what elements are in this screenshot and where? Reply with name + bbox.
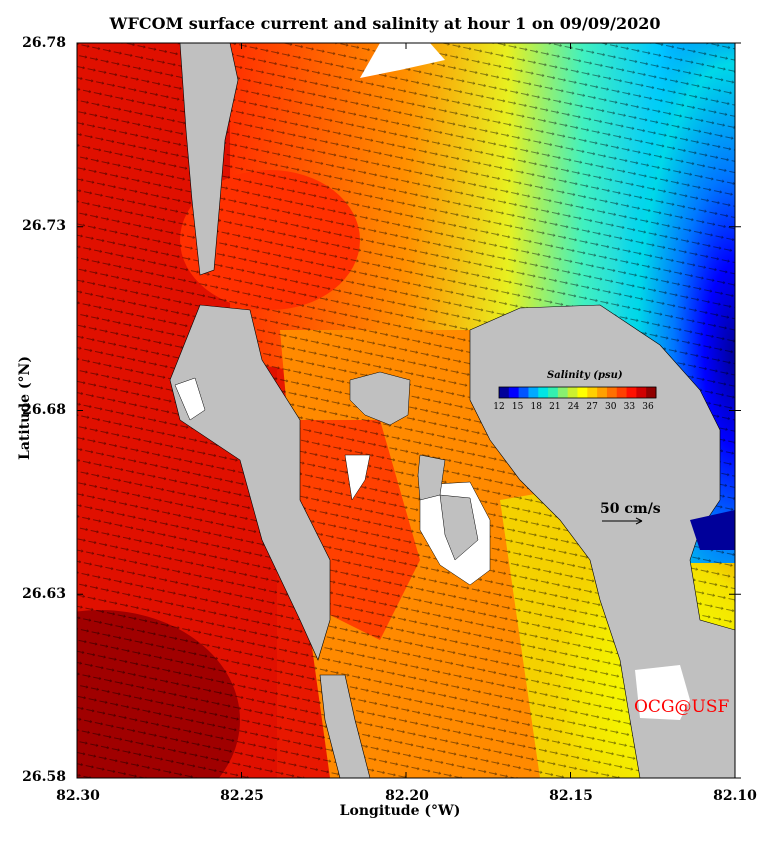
x-tick-label: 82.25 (220, 788, 264, 804)
colorbar-swatch (636, 387, 647, 398)
central-barrier-island (169, 304, 331, 661)
colorbar-title: Salinity (psu) (547, 370, 623, 381)
colorbar-swatch (548, 387, 559, 398)
harbor-white-patch (344, 454, 371, 501)
north-barrier-island (179, 43, 239, 276)
colorbar-tick-label: 24 (567, 402, 580, 412)
colorbar-swatch (499, 387, 510, 398)
harbor-island-north (349, 371, 411, 426)
colorbar-swatch (518, 387, 529, 398)
map-title: WFCOM surface current and salinity at ho… (109, 14, 661, 33)
y-tick-label: 26.63 (22, 586, 66, 602)
colorbar-swatch (528, 387, 539, 398)
x-tick-label: 82.20 (385, 788, 429, 804)
mainland (469, 304, 735, 778)
y-tick-label: 26.73 (22, 218, 66, 234)
colorbar-frame (498, 386, 657, 399)
y-tick-marks (77, 42, 741, 779)
colorbar-tick-labels: 12 15 18 21 24 27 30 33 36 (493, 402, 663, 416)
scale-vector-arrowhead (635, 517, 643, 525)
colorbar-swatch (597, 387, 608, 398)
colorbar-tick-label: 33 (623, 402, 636, 412)
colorbar-swatch (538, 387, 549, 398)
scale-vector-label: 50 cm/s (600, 501, 661, 517)
colorbar-swatch (616, 387, 628, 398)
colorbar-tick-label: 18 (530, 402, 542, 412)
colorbar-swatch (567, 387, 578, 398)
colorbar-tick-label: 21 (549, 402, 561, 412)
credit-label: OCG@USF (634, 697, 730, 717)
harbor-island-east (417, 454, 446, 501)
colorbar-swatch (646, 387, 657, 398)
x-axis-label: Longitude (°W) (339, 803, 461, 819)
colorbar-swatch (557, 387, 569, 398)
colorbar-swatch (606, 387, 618, 398)
colorbar-tick-label: 12 (493, 402, 505, 412)
x-tick-label: 82.30 (56, 788, 100, 804)
colorbar-swatch (508, 387, 520, 398)
colorbar-swatch (626, 387, 637, 398)
y-tick-label: 26.68 (22, 402, 66, 418)
colorbar-swatch (587, 387, 598, 398)
south-barrier-island (319, 674, 371, 778)
north-white-area (360, 43, 445, 78)
colorbar-tick-label: 27 (586, 402, 598, 412)
colorbar-tick-label: 36 (642, 402, 654, 412)
x-tick-marks (76, 43, 736, 778)
y-tick-label: 26.58 (22, 769, 66, 785)
credit-white-area (635, 665, 690, 720)
colorbar-tick-label: 30 (605, 402, 617, 412)
y-tick-label: 26.78 (22, 35, 66, 51)
salinity-colorbar (499, 387, 657, 398)
colorbar-swatch (577, 387, 588, 398)
river-mouth-blue (690, 510, 735, 550)
colorbar-tick-label: 15 (511, 402, 524, 412)
x-tick-label: 82.10 (713, 788, 757, 804)
map-field (77, 43, 735, 778)
island-pond (174, 377, 206, 421)
x-tick-label: 82.15 (549, 788, 593, 804)
mangrove-island (439, 494, 479, 561)
